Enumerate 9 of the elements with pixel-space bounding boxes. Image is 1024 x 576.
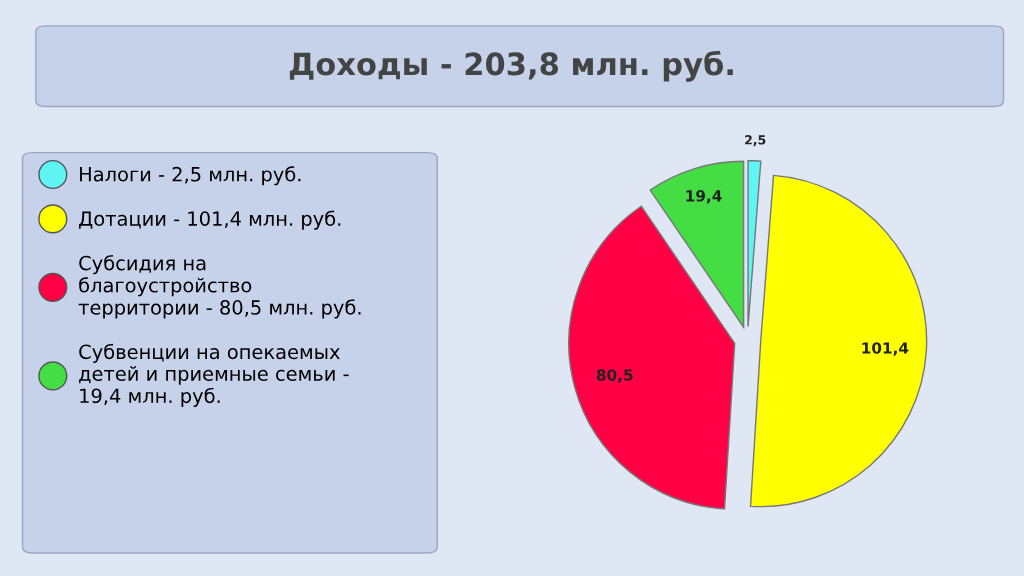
- data-label: 101,4: [862, 342, 909, 356]
- data-label: 19,4: [686, 190, 722, 204]
- legend-label: Дотации - 101,4 млн. руб.: [79, 210, 341, 230]
- data-label: 2,5: [745, 135, 766, 147]
- data-label: 80,5: [596, 369, 633, 383]
- legend-label: Субсидия на благоустройство территории - 80,5 млн. руб.: [78, 255, 361, 319]
- legend-label: Налоги - 2,5 млн. руб.: [80, 166, 301, 186]
- chart-title: Доходы - 203,8 млн. руб.: [289, 50, 733, 82]
- legend-label: Субвенции на опекаемых детей и приемные семьи - 19,4 млн. руб.: [79, 343, 349, 407]
